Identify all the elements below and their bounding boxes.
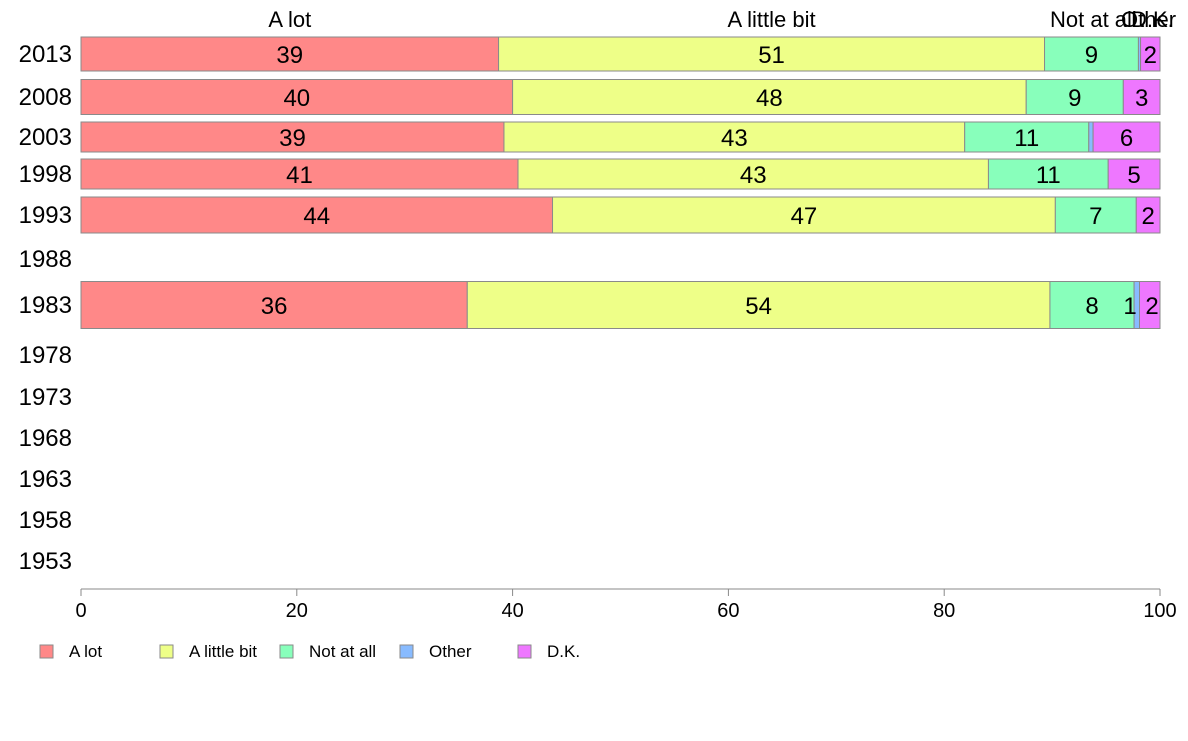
bar-1983-not-at-all	[1049, 281, 1135, 329]
bar-label-2008-a-lot: 40	[283, 85, 310, 112]
bar-1983-d-k-	[1138, 281, 1161, 329]
x-axis: 0 20 40 60 80 100	[75, 588, 1177, 622]
bar-2003-other	[1088, 121, 1094, 153]
bar-2003-not-at-all	[964, 121, 1090, 153]
bar-label-2013-d-k-: 2	[1144, 42, 1157, 69]
legend-swatch-not-at-all	[279, 644, 294, 659]
year-label-1988: 1988	[19, 246, 72, 273]
year-label-1998: 1998	[19, 161, 72, 188]
legend-label-a-little-bit: A little bit	[189, 642, 257, 661]
bar-label-2003-not-at-all: 11	[1014, 125, 1039, 152]
bar-2008-not-at-all	[1025, 79, 1124, 115]
legend-label-not-at-all: Not at all	[309, 642, 376, 661]
year-label-2013: 2013	[19, 41, 72, 68]
x-tick-label-0: 0	[75, 600, 86, 622]
year-label-1978: 1978	[19, 342, 72, 369]
bar-2013-not-at-all	[1044, 36, 1139, 72]
bar-label-2003-d-k-: 6	[1120, 125, 1133, 152]
bar-label-1993-a-little-bit: 47	[791, 203, 818, 230]
legend: A lot A little bit Not at all Other D.K.	[39, 642, 580, 661]
top-label-d-k-: D.K.	[1131, 7, 1174, 32]
x-tick-label-20: 20	[286, 600, 308, 622]
x-tick-label-40: 40	[501, 600, 523, 622]
bar-2008-d-k-	[1122, 79, 1161, 115]
bar-label-2003-a-little-bit: 43	[721, 125, 748, 152]
year-label-1983: 1983	[19, 292, 72, 319]
bar-2003-a-little-bit	[503, 121, 966, 153]
bar-label-1998-a-lot: 41	[286, 162, 313, 189]
bar-label-1998-a-little-bit: 43	[740, 162, 767, 189]
bar-1998-a-lot	[80, 158, 519, 190]
year-label-1953: 1953	[19, 548, 72, 575]
bar-1993-a-little-bit	[552, 196, 1056, 234]
bar-label-1983-not-at-all: 8	[1085, 293, 1098, 320]
bar-label-1993-not-at-all: 7	[1089, 203, 1102, 230]
top-label-a-lot: A lot	[268, 7, 311, 32]
bar-label-1983-other: 1	[1123, 293, 1136, 320]
bar-1993-a-lot	[80, 196, 554, 234]
year-label-1968: 1968	[19, 425, 72, 452]
bar-2008-a-lot	[80, 79, 514, 115]
bar-label-1983-a-little-bit: 54	[745, 293, 772, 320]
bar-label-2003-a-lot: 39	[279, 125, 306, 152]
bar-1993-not-at-all	[1054, 196, 1137, 234]
x-tick-label-80: 80	[933, 600, 955, 622]
bar-1998-not-at-all	[987, 158, 1109, 190]
bar-label-2013-a-little-bit: 51	[758, 42, 785, 69]
year-label-2003: 2003	[19, 124, 72, 151]
legend-label-d-k-: D.K.	[547, 642, 580, 661]
legend-swatch-d-k-	[517, 644, 532, 659]
year-label-1963: 1963	[19, 466, 72, 493]
legend-swatch-a-lot	[39, 644, 54, 659]
year-label-1993: 1993	[19, 202, 72, 229]
top-label-not-at-all: Not at all	[1050, 7, 1137, 32]
bar-label-2008-a-little-bit: 48	[756, 85, 783, 112]
top-label-other: Other	[1121, 7, 1176, 32]
year-label-1973: 1973	[19, 384, 72, 411]
bar-2003-d-k-	[1092, 121, 1161, 153]
legend-label-other: Other	[429, 642, 472, 661]
legend-swatch-a-little-bit	[159, 644, 174, 659]
bar-label-2008-d-k-: 3	[1135, 85, 1148, 112]
bar-label-1983-a-lot: 36	[261, 293, 288, 320]
bar-1993-d-k-	[1135, 196, 1161, 234]
year-labels-group: 2013 2008 2003 1998 1993 1988 1983 1978 1973 1968…	[19, 41, 72, 575]
bar-1983-a-lot	[80, 281, 468, 329]
bar-label-1993-a-lot: 44	[303, 203, 330, 230]
bar-1998-d-k-	[1107, 158, 1161, 190]
bar-2013-a-little-bit	[498, 36, 1046, 72]
year-label-2008: 2008	[19, 84, 72, 111]
bars-group	[80, 36, 1161, 329]
top-label-a-little-bit: A little bit	[728, 7, 816, 32]
bar-2003-a-lot	[80, 121, 505, 153]
bar-label-1983-d-k-: 2	[1145, 293, 1158, 320]
bar-label-1998-d-k-: 5	[1127, 162, 1140, 189]
x-tick-label-60: 60	[717, 600, 739, 622]
bar-2013-a-lot	[80, 36, 500, 72]
year-label-1958: 1958	[19, 507, 72, 534]
bar-label-2008-not-at-all: 9	[1068, 85, 1081, 112]
bar-label-1998-not-at-all: 11	[1036, 162, 1061, 189]
legend-swatch-other	[399, 644, 414, 659]
bar-label-1993-d-k-: 2	[1141, 203, 1154, 230]
legend-label-a-lot: A lot	[69, 642, 102, 661]
bar-label-2013-not-at-all: 9	[1085, 42, 1098, 69]
x-tick-label-100: 100	[1143, 600, 1176, 622]
bar-labels-group: 39 51 9 240 48 9 339 43 11 641 43 11 544 47 7 236 54 8 1 2	[261, 42, 1159, 320]
bar-2013-d-k-	[1140, 36, 1161, 72]
bar-2008-a-little-bit	[512, 79, 1027, 115]
bar-label-2013-a-lot: 39	[276, 42, 303, 69]
